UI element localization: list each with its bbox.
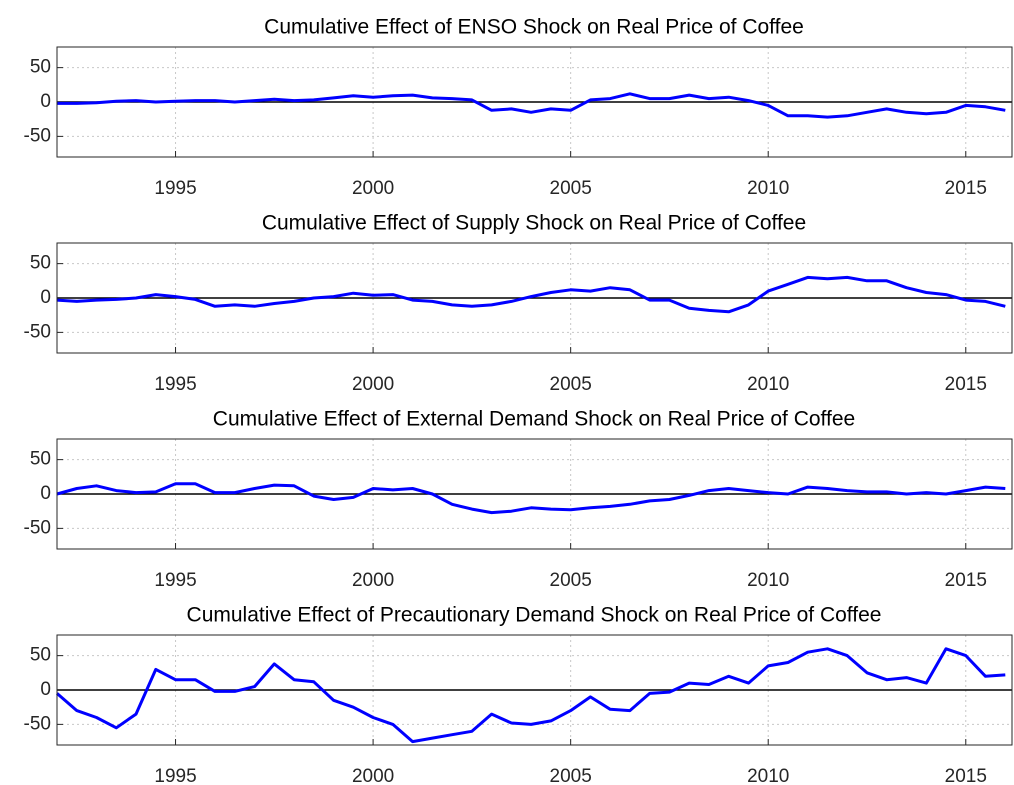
axes-box <box>56 46 1013 158</box>
axes-box <box>56 438 1013 550</box>
y-tick-label: 50 <box>30 57 51 78</box>
x-tick-label: 2010 <box>747 178 789 199</box>
x-tick-label: 2000 <box>352 570 394 591</box>
x-tick-label: 1995 <box>154 570 196 591</box>
y-tick-label: 50 <box>30 645 51 666</box>
x-tick-label: 1995 <box>154 178 196 199</box>
y-tick-label: 0 <box>40 483 51 504</box>
x-tick-label: 1995 <box>154 374 196 395</box>
chart-title: Cumulative Effect of External Demand Sho… <box>213 408 855 431</box>
chart-title: Cumulative Effect of Precautionary Deman… <box>187 604 882 627</box>
x-tick-label: 2015 <box>945 570 987 591</box>
data-line <box>56 647 1006 744</box>
y-tick-label: -50 <box>24 713 51 734</box>
x-tick-label: 2000 <box>352 766 394 785</box>
x-tick-label: 2000 <box>352 178 394 199</box>
chart-title: Cumulative Effect of ENSO Shock on Real … <box>264 16 804 39</box>
x-tick-label: 2010 <box>747 570 789 591</box>
y-tick-label: 0 <box>40 287 51 308</box>
x-tick-label: 1995 <box>154 766 196 785</box>
y-tick-label: 0 <box>40 679 51 700</box>
x-tick-label: 2015 <box>945 766 987 785</box>
y-tick-label: 50 <box>30 449 51 470</box>
x-tick-label: 2005 <box>550 374 592 395</box>
y-tick-label: -50 <box>24 125 51 146</box>
x-tick-label: 2000 <box>352 374 394 395</box>
data-line <box>56 275 1006 314</box>
y-tick-label: -50 <box>24 517 51 538</box>
x-tick-label: 2015 <box>945 374 987 395</box>
axes-box <box>56 634 1013 746</box>
data-line <box>56 482 1006 515</box>
x-tick-label: 2005 <box>550 178 592 199</box>
axes-box <box>56 242 1013 354</box>
x-tick-label: 2005 <box>550 766 592 785</box>
x-tick-label: 2010 <box>747 766 789 785</box>
y-tick-label: -50 <box>24 321 51 342</box>
chart-title: Cumulative Effect of Supply Shock on Rea… <box>262 212 806 235</box>
y-tick-label: 0 <box>40 91 51 112</box>
x-tick-label: 2005 <box>550 570 592 591</box>
data-line <box>57 92 1006 119</box>
x-tick-label: 2010 <box>747 374 789 395</box>
y-tick-label: 50 <box>30 253 51 274</box>
x-tick-label: 2015 <box>945 178 987 199</box>
